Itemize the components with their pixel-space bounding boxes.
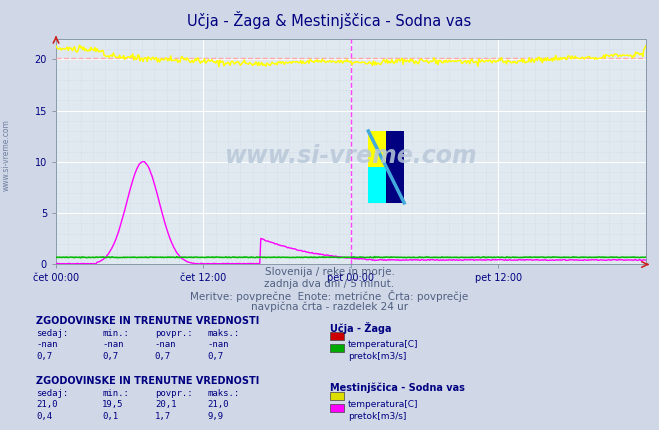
Text: maks.:: maks.:: [208, 329, 240, 338]
Text: 0,7: 0,7: [208, 352, 223, 361]
Text: 0,1: 0,1: [102, 412, 118, 421]
Text: 19,5: 19,5: [102, 400, 124, 409]
Text: -nan: -nan: [36, 340, 58, 349]
Bar: [368, 167, 386, 203]
Text: min.:: min.:: [102, 389, 129, 398]
Text: 21,0: 21,0: [36, 400, 58, 409]
Text: www.si-vreme.com: www.si-vreme.com: [225, 144, 477, 168]
Text: Mestinjščica - Sodna vas: Mestinjščica - Sodna vas: [330, 383, 465, 393]
Text: 0,7: 0,7: [36, 352, 52, 361]
Text: 21,0: 21,0: [208, 400, 229, 409]
Text: pretok[m3/s]: pretok[m3/s]: [348, 412, 407, 421]
Text: temperatura[C]: temperatura[C]: [348, 400, 418, 409]
Text: 0,4: 0,4: [36, 412, 52, 421]
Text: zadnja dva dni / 5 minut.: zadnja dva dni / 5 minut.: [264, 279, 395, 289]
Text: povpr.:: povpr.:: [155, 329, 192, 338]
Text: Slovenija / reke in morje.: Slovenija / reke in morje.: [264, 267, 395, 277]
Text: Učja - Žaga: Učja - Žaga: [330, 322, 391, 335]
Text: temperatura[C]: temperatura[C]: [348, 340, 418, 349]
Text: ZGODOVINSKE IN TRENUTNE VREDNOSTI: ZGODOVINSKE IN TRENUTNE VREDNOSTI: [36, 316, 260, 326]
Text: -nan: -nan: [208, 340, 229, 349]
Text: 0,7: 0,7: [102, 352, 118, 361]
Text: maks.:: maks.:: [208, 389, 240, 398]
Text: povpr.:: povpr.:: [155, 389, 192, 398]
Text: 1,7: 1,7: [155, 412, 171, 421]
Text: Učja - Žaga & Mestinjščica - Sodna vas: Učja - Žaga & Mestinjščica - Sodna vas: [187, 11, 472, 29]
Bar: [368, 131, 386, 167]
Text: pretok[m3/s]: pretok[m3/s]: [348, 352, 407, 361]
Text: sedaj:: sedaj:: [36, 389, 69, 398]
Text: Meritve: povprečne  Enote: metrične  Črta: povprečje: Meritve: povprečne Enote: metrične Črta:…: [190, 290, 469, 302]
Text: ZGODOVINSKE IN TRENUTNE VREDNOSTI: ZGODOVINSKE IN TRENUTNE VREDNOSTI: [36, 376, 260, 386]
Bar: [386, 131, 404, 203]
Text: 9,9: 9,9: [208, 412, 223, 421]
Text: -nan: -nan: [155, 340, 177, 349]
Text: 0,7: 0,7: [155, 352, 171, 361]
Text: min.:: min.:: [102, 329, 129, 338]
Text: -nan: -nan: [102, 340, 124, 349]
Text: navpična črta - razdelek 24 ur: navpična črta - razdelek 24 ur: [251, 301, 408, 311]
Text: 20,1: 20,1: [155, 400, 177, 409]
Text: sedaj:: sedaj:: [36, 329, 69, 338]
Text: www.si-vreme.com: www.si-vreme.com: [2, 119, 11, 191]
